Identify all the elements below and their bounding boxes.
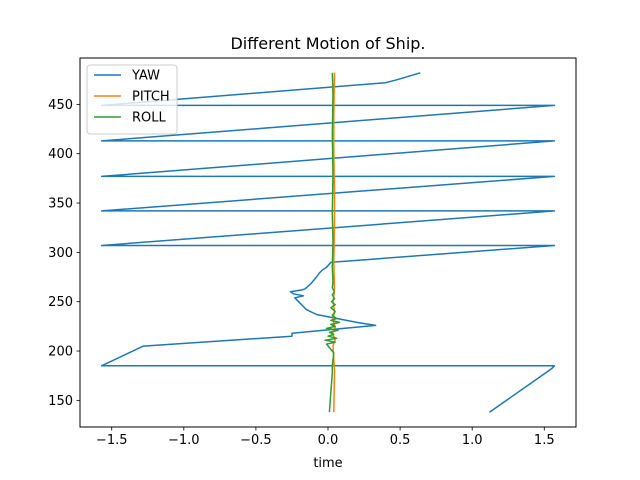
y-tick-label: 200 — [48, 345, 73, 360]
y-tick-label: 350 — [48, 197, 73, 212]
y-tick-label: 300 — [48, 246, 73, 261]
x-tick-label: −1.0 — [168, 433, 200, 448]
chart-title: Different Motion of Ship. — [230, 34, 425, 53]
x-tick-label: 1.0 — [462, 433, 483, 448]
series-line-roll — [324, 72, 341, 413]
legend-label-roll: ROLL — [132, 111, 167, 126]
y-axis: 150 200 250 300 350 400 450 — [48, 98, 80, 409]
legend-label-pitch: PITCH — [132, 90, 170, 105]
x-tick-label: 0.0 — [318, 433, 339, 448]
legend: YAW PITCH ROLL — [86, 64, 178, 135]
y-tick-label: 250 — [48, 295, 73, 310]
x-axis-label: time — [313, 456, 342, 471]
legend-label-yaw: YAW — [131, 69, 160, 84]
x-tick-label: −0.5 — [240, 433, 272, 448]
plot-area — [100, 72, 556, 413]
x-tick-label: 1.5 — [534, 433, 555, 448]
y-tick-label: 400 — [48, 147, 73, 162]
y-tick-label: 450 — [48, 98, 73, 113]
y-tick-label: 150 — [48, 394, 73, 409]
x-axis: −1.5 −1.0 −0.5 0.0 0.5 1.0 1.5 — [96, 427, 555, 448]
x-tick-label: −1.5 — [96, 433, 128, 448]
series-line-yaw — [100, 72, 556, 413]
x-tick-label: 0.5 — [390, 433, 411, 448]
